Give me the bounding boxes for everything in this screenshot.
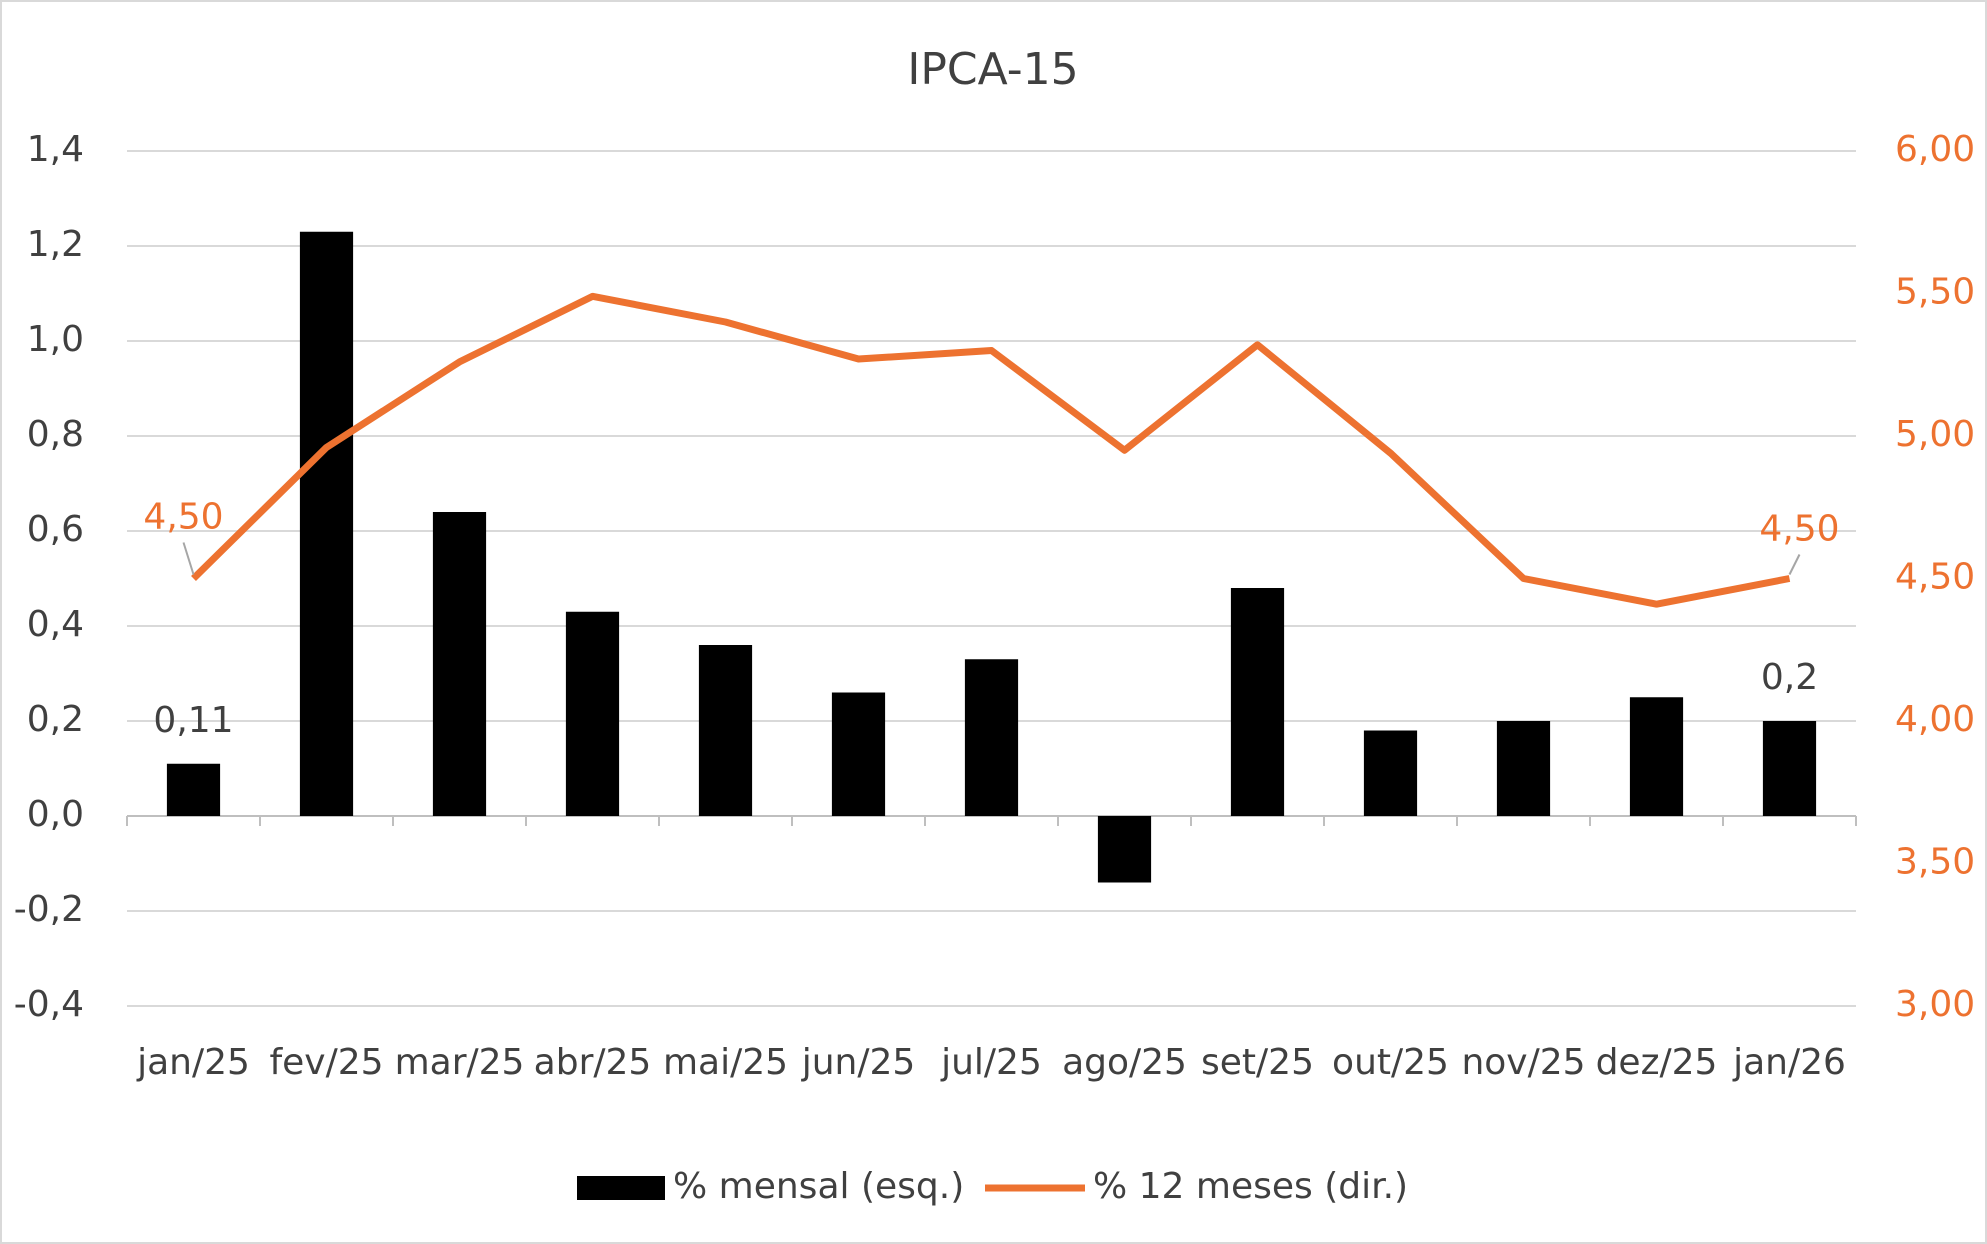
x-tick-label: dez/25	[1596, 1042, 1718, 1083]
bar	[1097, 816, 1152, 883]
bar	[166, 763, 221, 816]
legend-swatch	[577, 1176, 665, 1200]
y2-tick-label: 3,50	[1895, 842, 1975, 883]
y-tick-label: 0,8	[27, 414, 84, 455]
y-tick-label: -0,2	[14, 889, 84, 930]
x-tick-label: out/25	[1332, 1042, 1449, 1083]
legend-label: % 12 meses (dir.)	[1093, 1166, 1408, 1207]
data-label: 4,50	[1759, 509, 1839, 550]
x-tick-label: jul/25	[940, 1042, 1042, 1083]
bar	[964, 659, 1019, 816]
data-label: 0,11	[153, 700, 233, 741]
x-tick-label: abr/25	[534, 1042, 652, 1083]
x-tick-label: mai/25	[663, 1042, 788, 1083]
leader-line	[1788, 554, 1801, 575]
bar	[1762, 721, 1817, 816]
x-tick-label: jan/25	[136, 1042, 250, 1083]
y2-tick-label: 4,50	[1895, 557, 1975, 598]
bar	[565, 611, 620, 816]
data-label: 0,2	[1761, 657, 1818, 698]
x-tick-label: jun/25	[801, 1042, 916, 1083]
chart-title: IPCA-15	[907, 44, 1078, 95]
bar	[432, 512, 487, 816]
y2-tick-label: 6,00	[1895, 129, 1975, 170]
y-tick-label: 0,2	[27, 699, 84, 740]
y2-tick-label: 5,50	[1895, 272, 1975, 313]
line	[191, 292, 1791, 608]
y2-tick-label: 3,00	[1895, 984, 1975, 1025]
y-tick-label: 1,0	[27, 319, 84, 360]
legend-label: % mensal (esq.)	[673, 1166, 964, 1207]
data-label: 4,50	[143, 497, 223, 538]
y-tick-label: 1,4	[27, 129, 84, 170]
x-tick-label: fev/25	[269, 1042, 383, 1083]
y-tick-label: -0,4	[14, 984, 84, 1025]
bar	[1629, 697, 1684, 816]
x-tick-label: mar/25	[395, 1042, 525, 1083]
bar	[1230, 588, 1285, 816]
y-tick-label: 0,4	[27, 604, 84, 645]
x-tick-label: set/25	[1201, 1042, 1314, 1083]
y2-tick-label: 5,00	[1895, 414, 1975, 455]
x-tick-label: nov/25	[1461, 1042, 1585, 1083]
bar	[831, 692, 886, 816]
leader-line	[182, 542, 195, 575]
x-tick-label: jan/26	[1732, 1042, 1846, 1083]
bar	[698, 645, 753, 816]
y-tick-label: 0,6	[27, 509, 84, 550]
bar	[1363, 730, 1418, 816]
y2-tick-label: 4,00	[1895, 699, 1975, 740]
y-tick-label: 0,0	[27, 794, 84, 835]
bar	[1496, 721, 1551, 816]
y-tick-label: 1,2	[27, 224, 84, 265]
x-tick-label: ago/25	[1062, 1042, 1187, 1083]
bar	[299, 231, 354, 816]
